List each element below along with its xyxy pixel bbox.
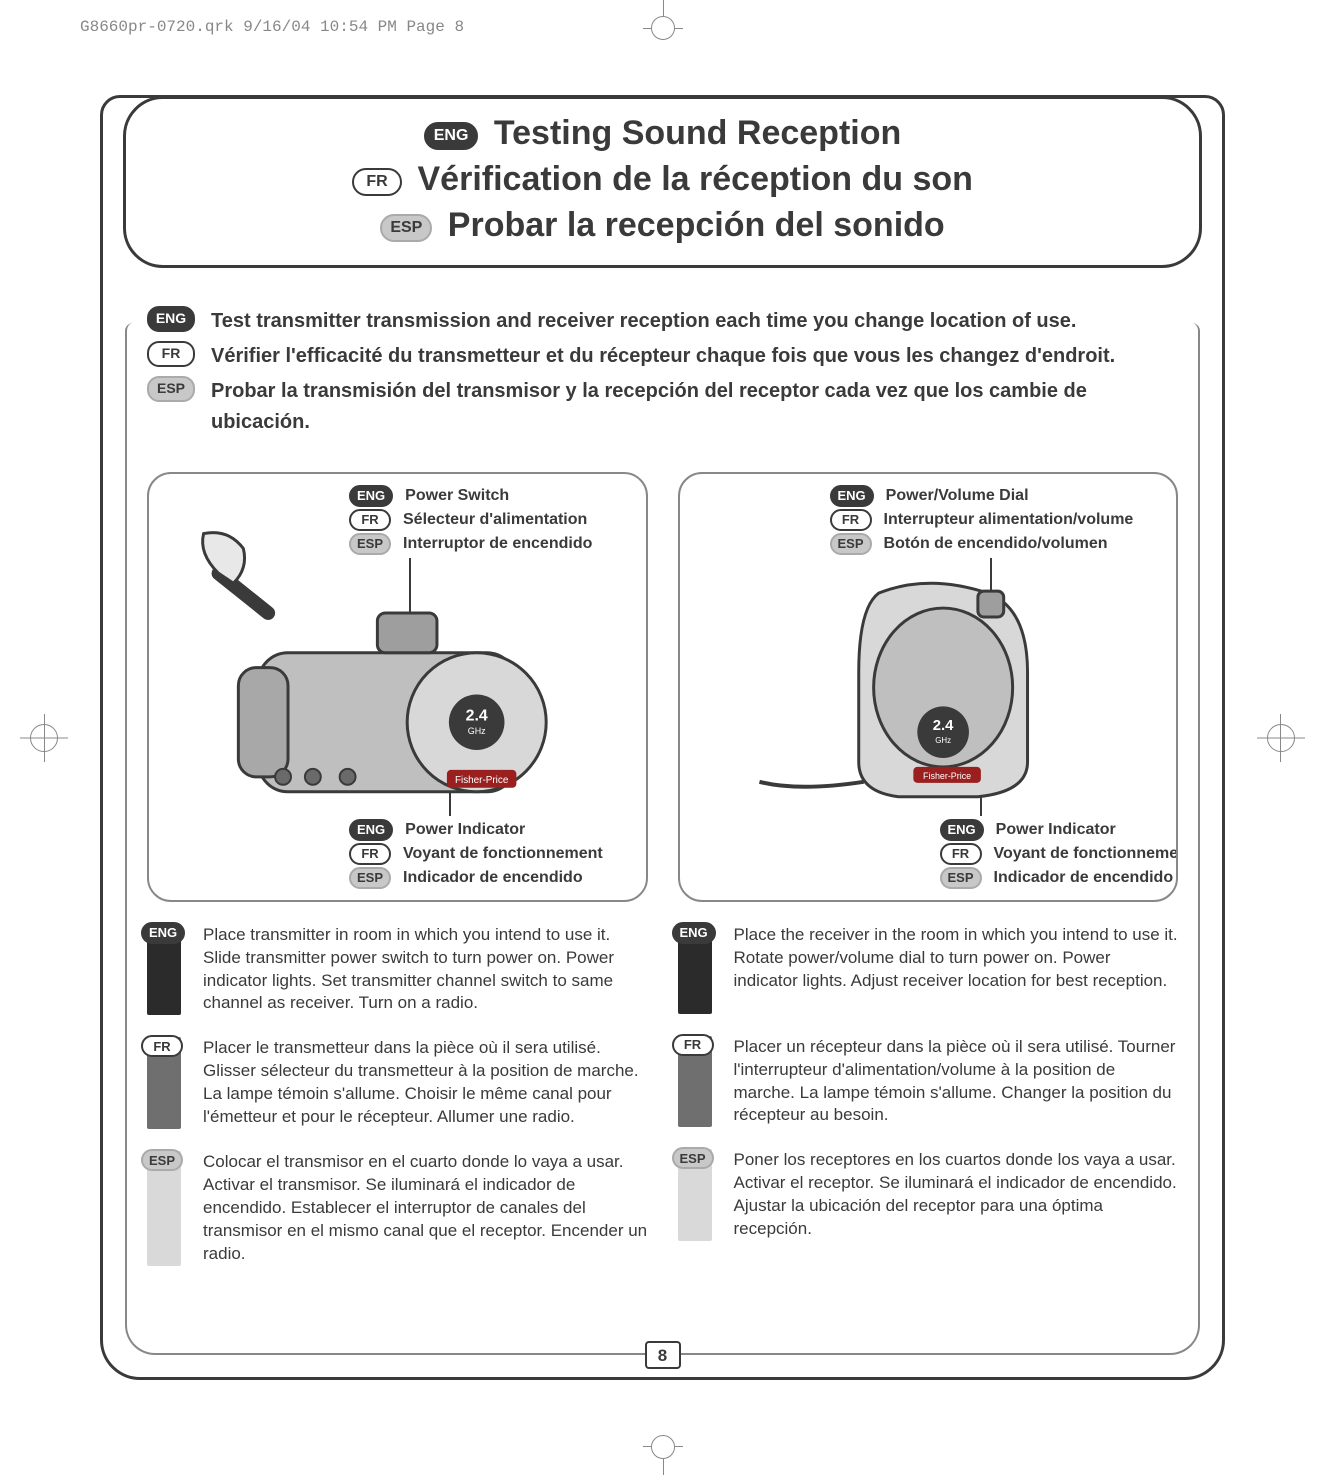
step-fr: FR Placer le transmetteur dans la pièce …	[147, 1037, 648, 1129]
lang-pill-fr: FR	[147, 341, 195, 367]
step-badge: ENG	[147, 924, 191, 1016]
lang-pill-esp: ESP	[147, 376, 195, 402]
crop-mark-right	[1257, 737, 1305, 738]
page-frame: ENG Testing Sound Reception FR Vérificat…	[100, 95, 1225, 1380]
step-badge: FR	[678, 1036, 722, 1128]
right-column: ENGPower/Volume Dial FRInterrupteur alim…	[678, 472, 1179, 1288]
step-text: Placer le transmetteur dans la pièce où …	[203, 1037, 648, 1129]
crop-mark-bottom	[651, 1435, 675, 1459]
intro-esp: ESP Probar la transmisión del transmisor…	[147, 376, 1178, 438]
svg-text:Fisher-Price: Fisher-Price	[923, 771, 971, 781]
transmitter-figure: ENGPower Switch FRSélecteur d'alimentati…	[147, 472, 648, 902]
lang-pill-eng: ENG	[424, 122, 479, 150]
step-esp: ESP Colocar el transmisor en el cuarto d…	[147, 1151, 648, 1266]
step-badge: ESP	[678, 1149, 722, 1241]
title-fr-text: Vérification de la réception du son	[418, 160, 973, 198]
step-text: Poner los receptores en los cuartos dond…	[734, 1149, 1179, 1241]
step-text: Placer un récepteur dans la pièce où il …	[734, 1036, 1179, 1128]
step-fr: FR Placer un récepteur dans la pièce où …	[678, 1036, 1179, 1128]
lang-pill-esp: ESP	[380, 214, 432, 242]
lang-pill-fr: FR	[672, 1034, 714, 1056]
intro-fr: FR Vérifier l'efficacité du transmetteur…	[147, 341, 1178, 372]
title-esp: ESP Probar la recepción del sonido	[146, 203, 1179, 249]
step-badge: ESP	[147, 1151, 191, 1266]
title-eng: ENG Testing Sound Reception	[146, 111, 1179, 157]
lang-pill-esp: ESP	[141, 1149, 183, 1171]
svg-text:GHz: GHz	[935, 736, 951, 745]
receiver-illustration: 2.4 GHz Fisher-Price	[680, 474, 1176, 901]
crop-mark-left	[20, 737, 68, 738]
receiver-figure: ENGPower/Volume Dial FRInterrupteur alim…	[678, 472, 1179, 902]
left-steps: ENG Place transmitter in room in which y…	[147, 924, 648, 1266]
lang-pill-esp: ESP	[672, 1147, 714, 1169]
svg-text:2.4: 2.4	[932, 718, 953, 734]
columns: ENGPower Switch FRSélecteur d'alimentati…	[147, 472, 1178, 1288]
svg-text:Fisher-Price: Fisher-Price	[455, 774, 509, 785]
lang-pill-eng: ENG	[147, 306, 195, 332]
left-column: ENGPower Switch FRSélecteur d'alimentati…	[147, 472, 648, 1288]
title-eng-text: Testing Sound Reception	[494, 114, 901, 152]
step-text: Colocar el transmisor en el cuarto donde…	[203, 1151, 648, 1266]
intro-block: ENG Test transmitter transmission and re…	[147, 306, 1178, 438]
lang-pill-fr: FR	[352, 168, 402, 196]
step-eng: ENG Place transmitter in room in which y…	[147, 924, 648, 1016]
lang-pill-eng: ENG	[672, 922, 716, 944]
transmitter-illustration: 2.4 GHz Fisher-Price	[149, 474, 645, 901]
title-esp-text: Probar la recepción del sonido	[448, 206, 945, 244]
right-steps: ENG Place the receiver in the room in wh…	[678, 924, 1179, 1242]
step-text: Place the receiver in the room in which …	[734, 924, 1179, 1014]
intro-fr-text: Vérifier l'efficacité du transmetteur et…	[211, 341, 1178, 372]
lang-pill-fr: FR	[141, 1035, 183, 1057]
svg-text:2.4: 2.4	[466, 707, 488, 724]
crop-mark-top	[651, 16, 675, 40]
intro-esp-text: Probar la transmisión del transmisor y l…	[211, 376, 1178, 438]
print-slug: G8660pr-0720.qrk 9/16/04 10:54 PM Page 8	[80, 18, 464, 36]
lang-pill-eng: ENG	[141, 922, 185, 944]
page-number: 8	[645, 1341, 681, 1369]
step-eng: ENG Place the receiver in the room in wh…	[678, 924, 1179, 1014]
svg-text:GHz: GHz	[468, 726, 486, 736]
step-badge: ENG	[678, 924, 722, 1014]
intro-eng: ENG Test transmitter transmission and re…	[147, 306, 1178, 337]
title-box: ENG Testing Sound Reception FR Vérificat…	[123, 96, 1202, 268]
step-text: Place transmitter in room in which you i…	[203, 924, 648, 1016]
intro-eng-text: Test transmitter transmission and receiv…	[211, 306, 1178, 337]
step-esp: ESP Poner los receptores en los cuartos …	[678, 1149, 1179, 1241]
step-badge: FR	[147, 1037, 191, 1129]
title-fr: FR Vérification de la réception du son	[146, 157, 1179, 203]
